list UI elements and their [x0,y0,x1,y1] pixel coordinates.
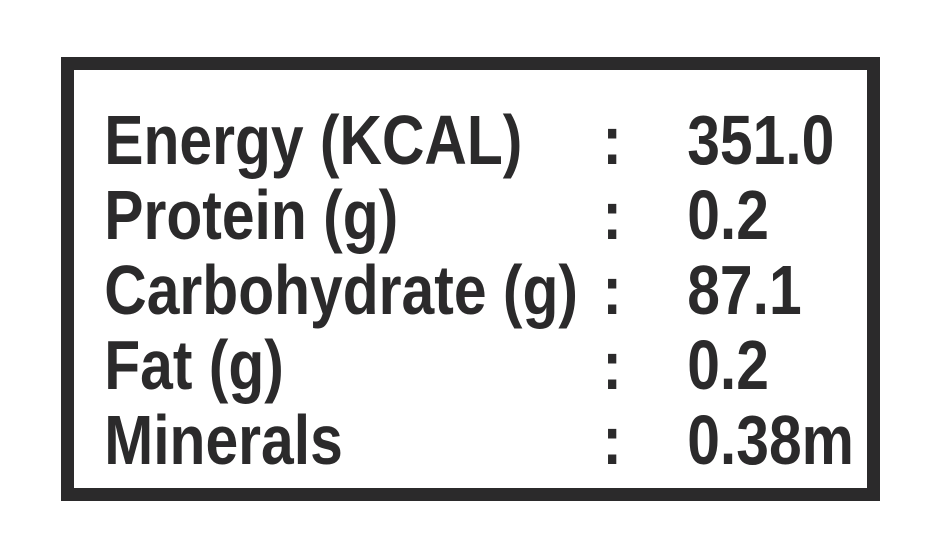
colon-separator: : [602,326,622,404]
colon-separator: : [602,176,622,254]
nutrition-row-fat: Fat (g) : 0.2 [74,328,866,403]
nutrition-row-minerals: Minerals : 0.38m [74,403,866,478]
nutrient-label: Energy (KCAL) [104,101,523,179]
nutrition-row-protein: Protein (g) : 0.2 [74,178,866,253]
nutrient-value: 351.0 [687,101,835,179]
nutrient-value: 87.1 [687,251,802,329]
nutrient-label: Minerals [104,401,343,479]
nutrition-panel: Energy (KCAL) : 351.0 Protein (g) : 0.2 … [61,57,880,501]
nutrient-value: 0.38m [687,401,854,479]
colon-separator: : [602,401,622,479]
nutrient-label: Protein (g) [104,176,399,254]
nutrient-value: 0.2 [687,176,769,254]
nutrient-label: Carbohydrate (g) [104,251,578,329]
nutrient-label: Fat (g) [104,326,284,404]
colon-separator: : [602,101,622,179]
nutrient-value: 0.2 [687,326,769,404]
nutrition-table: Energy (KCAL) : 351.0 Protein (g) : 0.2 … [74,103,866,478]
nutrition-row-energy: Energy (KCAL) : 351.0 [74,103,866,178]
nutrition-row-carbohydrate: Carbohydrate (g) : 87.1 [74,253,866,328]
colon-separator: : [602,251,622,329]
